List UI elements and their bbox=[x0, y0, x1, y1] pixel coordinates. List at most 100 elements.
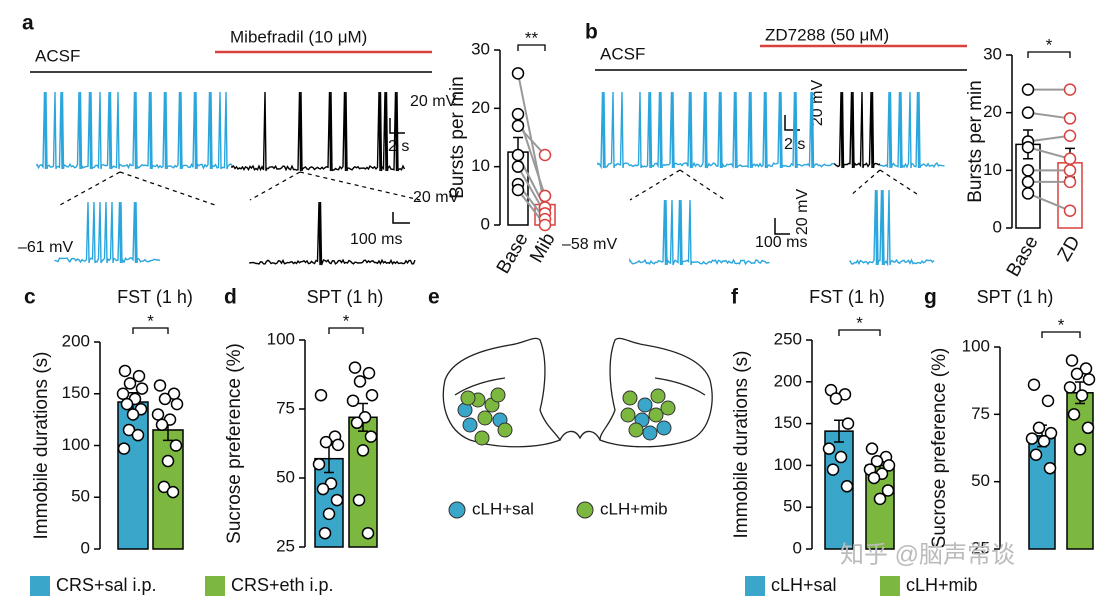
data-point bbox=[511, 67, 525, 80]
data-point bbox=[511, 160, 525, 173]
y-tick-label: 100 bbox=[267, 329, 295, 348]
data-point bbox=[1021, 141, 1035, 154]
data-point bbox=[882, 459, 896, 472]
y-tick-label: 200 bbox=[774, 371, 802, 390]
data-point bbox=[1032, 421, 1046, 435]
panel-letter: c bbox=[24, 286, 36, 309]
data-point bbox=[1063, 83, 1077, 96]
pair-line bbox=[1027, 111, 1071, 120]
chart-title: SPT (1 h) bbox=[307, 287, 384, 307]
legend-swatch bbox=[30, 576, 50, 596]
voltage-trace bbox=[36, 91, 233, 170]
scale-label: 20 mV bbox=[410, 93, 457, 110]
data-point bbox=[161, 454, 175, 468]
data-point bbox=[120, 397, 134, 411]
y-tick-label: 250 bbox=[774, 329, 802, 348]
data-point bbox=[538, 148, 552, 162]
data-point bbox=[155, 418, 169, 432]
y-axis-label: Bursts per min bbox=[447, 76, 468, 198]
rest-potential: –58 mV bbox=[562, 236, 617, 253]
y-tick-label: 50 bbox=[971, 471, 990, 490]
chart-title: SPT (1 h) bbox=[977, 287, 1054, 307]
significance-bracket bbox=[328, 327, 364, 334]
y-tick-label: 30 bbox=[471, 39, 490, 58]
scale-bar bbox=[389, 118, 405, 134]
significance-bracket bbox=[517, 44, 546, 51]
significance: * bbox=[1058, 315, 1065, 334]
scale-bar bbox=[784, 115, 800, 131]
data-point bbox=[1025, 432, 1039, 445]
y-tick-label: 100 bbox=[62, 435, 90, 454]
data-point bbox=[538, 189, 552, 203]
y-tick-label: 0 bbox=[81, 538, 90, 557]
data-point bbox=[538, 218, 552, 232]
data-point bbox=[170, 397, 184, 411]
data-point bbox=[322, 507, 336, 521]
bar bbox=[117, 401, 149, 550]
data-point bbox=[158, 392, 172, 406]
data-point bbox=[319, 435, 333, 449]
data-point bbox=[331, 438, 345, 452]
voltage-trace bbox=[629, 199, 770, 266]
data-point bbox=[118, 364, 132, 378]
data-point bbox=[353, 375, 367, 388]
voltage-trace bbox=[597, 91, 836, 170]
data-point bbox=[316, 482, 330, 496]
data-point bbox=[364, 430, 378, 443]
pair-line bbox=[1027, 134, 1071, 143]
legend-swatch bbox=[880, 576, 900, 596]
significance: * bbox=[1046, 35, 1053, 54]
chart-title: FST (1 h) bbox=[117, 287, 193, 307]
data-point bbox=[1021, 83, 1035, 96]
panel-letter: d bbox=[224, 286, 237, 309]
significance-bracket bbox=[132, 327, 169, 334]
data-point bbox=[829, 392, 843, 405]
y-tick-label: 50 bbox=[783, 497, 802, 516]
legend-label: cLH+sal bbox=[472, 499, 534, 518]
y-tick-label: 100 bbox=[962, 336, 990, 355]
data-point bbox=[123, 377, 137, 390]
pair-line bbox=[1027, 146, 1071, 160]
y-tick-label: 0 bbox=[793, 538, 802, 557]
data-point bbox=[867, 471, 881, 485]
data-point bbox=[356, 444, 370, 457]
y-tick-label: 200 bbox=[62, 331, 90, 350]
voltage-trace bbox=[834, 91, 881, 169]
data-point bbox=[1021, 187, 1035, 200]
y-tick-label: 150 bbox=[62, 383, 90, 402]
y-tick-label: 0 bbox=[481, 214, 490, 233]
data-point bbox=[1081, 421, 1095, 435]
y-tick-label: 10 bbox=[983, 160, 1002, 179]
x-tick-label: ZD bbox=[1054, 233, 1085, 265]
data-point bbox=[511, 183, 525, 197]
data-point bbox=[318, 526, 332, 540]
y-tick-label: 10 bbox=[471, 156, 490, 175]
data-point bbox=[153, 379, 167, 392]
y-tick-label: 25 bbox=[276, 536, 295, 555]
data-point bbox=[361, 526, 375, 540]
data-point bbox=[834, 450, 848, 464]
zoom-lines bbox=[59, 171, 421, 206]
data-point bbox=[1075, 389, 1089, 402]
data-point bbox=[1063, 381, 1077, 394]
data-point bbox=[1021, 164, 1035, 177]
data-point bbox=[169, 439, 183, 452]
scale-label: 2 s bbox=[388, 138, 409, 155]
scale-label: 20 mV bbox=[413, 189, 460, 206]
data-point bbox=[135, 382, 149, 395]
legend-label: cLH+sal bbox=[771, 575, 837, 595]
y-tick-label: 50 bbox=[276, 467, 295, 486]
x-tick-label: Base bbox=[1003, 233, 1043, 281]
data-point bbox=[1070, 367, 1084, 381]
scale-bar bbox=[392, 212, 410, 224]
data-point bbox=[348, 361, 362, 374]
data-point bbox=[330, 493, 344, 507]
data-point bbox=[1027, 378, 1041, 391]
scale-label: 100 ms bbox=[350, 231, 402, 248]
y-tick-label: 50 bbox=[71, 487, 90, 506]
scale-bar bbox=[774, 218, 790, 235]
voltage-trace bbox=[879, 91, 945, 169]
y-axis-label: Sucrose preference (%) bbox=[929, 348, 950, 549]
legend-swatch bbox=[745, 576, 765, 596]
injection-sites bbox=[457, 387, 676, 446]
